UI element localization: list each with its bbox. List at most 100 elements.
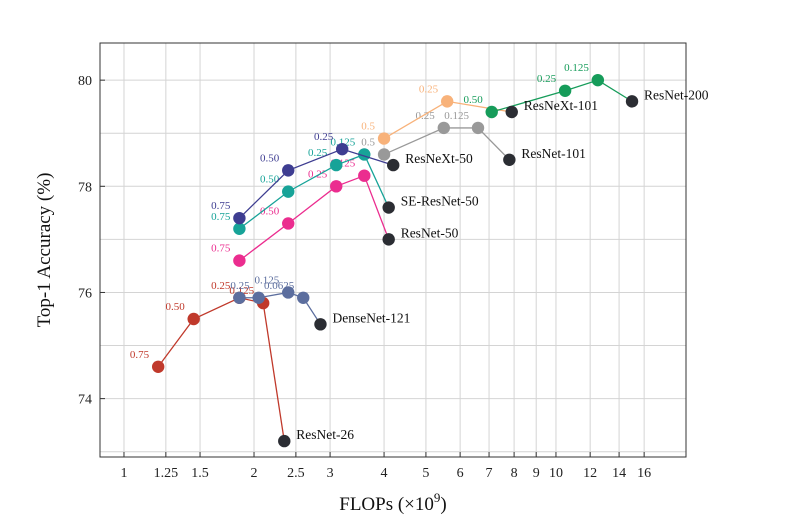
data-point [471,121,485,135]
model-label: ResNet-200 [644,87,709,102]
series-6: 0.5 0.25 [361,83,512,145]
model-label: SE-ResNet-50 [401,194,479,209]
series-line [491,79,633,113]
x-tick-label: 1.25 [154,466,179,481]
data-point [151,360,165,373]
x-tick-label: 1.5 [191,466,209,481]
model-label: ResNet-50 [401,225,459,240]
data-point [377,148,391,161]
data-label: 0.25 [308,147,328,159]
data-point [485,105,498,119]
grid [100,43,686,457]
baseline-point [625,95,639,108]
data-point [377,132,391,145]
data-label: 0.50 [260,174,280,186]
model-label: ResNeXt-50 [405,151,473,166]
baseline-point [382,233,395,246]
data-label: 0.25 [230,280,250,292]
data-label: 0.25 [537,73,557,85]
data-point [233,254,246,267]
data-point [252,291,265,304]
data-label: 0.75 [130,349,150,361]
data-label: 0.50 [260,205,280,217]
series-line [238,148,394,219]
data-label: 0.50 [165,301,185,313]
data-label: 0.125 [444,110,469,122]
x-tick-label: 14 [612,466,626,481]
y-tick-label: 78 [78,180,92,195]
data-label: 0.50 [260,152,280,164]
model-label: DenseNet-121 [332,310,410,325]
data-point [358,169,371,182]
model-label: ResNeXt-101 [524,98,598,113]
x-tick-label: 1 [120,466,127,481]
data-point [233,211,246,225]
series-7: 0.50 0.25 0.125 [463,62,633,119]
data-point [233,291,246,304]
data-label: 0.25 [314,131,334,143]
data-point [440,95,454,108]
x-tick-label: 2 [251,466,258,481]
data-point [437,121,451,135]
baseline-point [505,105,518,119]
x-tick-label: 8 [511,466,518,481]
data-label: 0.75 [211,211,231,223]
data-point [187,312,200,326]
data-point [335,142,349,156]
data-label: 0.50 [463,94,483,106]
model-label: ResNet-26 [296,427,354,442]
baseline-point [503,153,516,166]
data-label: 0.125 [254,274,279,286]
model-label: ResNet-101 [521,146,586,161]
data-label: 0.125 [331,136,356,148]
x-axis-title: FLOPs (×109) [339,490,446,515]
x-tick-label: 2.5 [287,466,305,481]
data-point [330,180,343,193]
series-3: 0.75 0.50 0.250.125 [211,136,390,235]
series-0: 0.750.500.25 0.125 [130,280,285,442]
data-label: 0.5 [361,121,375,133]
y-tick-label: 74 [78,393,92,408]
baselines: ResNet-200 ResNeXt-101 ResNet-101 ResNeXt-5… [278,87,709,448]
baseline-point [314,318,327,331]
data-label: 0.25 [416,110,436,122]
series-line [383,127,510,161]
data-point [558,84,572,97]
data-point [591,73,605,87]
x-tick-label: 5 [422,466,429,481]
data-label: 0.5 [361,136,375,148]
data-point [282,164,295,177]
data-label: 0.25 [419,83,439,95]
x-tick-label: 3 [327,466,334,481]
data-label: 0.75 [211,200,231,212]
y-tick-label: 80 [78,74,92,89]
series-line [239,174,390,262]
series-2: 0.750.500.250.125 [211,158,390,267]
x-tick-label: 6 [457,466,464,481]
x-tick-label: 7 [486,466,493,481]
y-axis-title: Top-1 Accuracy (%) [34,173,55,328]
plot-frame [99,42,687,458]
series-5: 0.5 0.25 0.125 [361,110,510,161]
x-tick-label: 12 [583,466,597,481]
x-tick-label: 9 [533,466,540,481]
series-4: 0.75 0.50 0.25 [211,131,394,225]
data-point [233,222,246,235]
data-label: 0.125 [564,62,589,74]
data-label: 0.75 [211,243,231,255]
data-point [282,286,295,299]
x-tick-label: 10 [549,466,563,481]
series-line [157,297,285,442]
data-point [282,185,295,198]
series-line [239,153,390,230]
y-tick-label: 76 [78,286,92,301]
x-tick-label: 4 [381,466,388,481]
data-point [330,158,343,172]
x-tick-label: 16 [637,466,651,481]
baseline-point [278,434,291,448]
data-label: 0.25 [211,280,231,292]
